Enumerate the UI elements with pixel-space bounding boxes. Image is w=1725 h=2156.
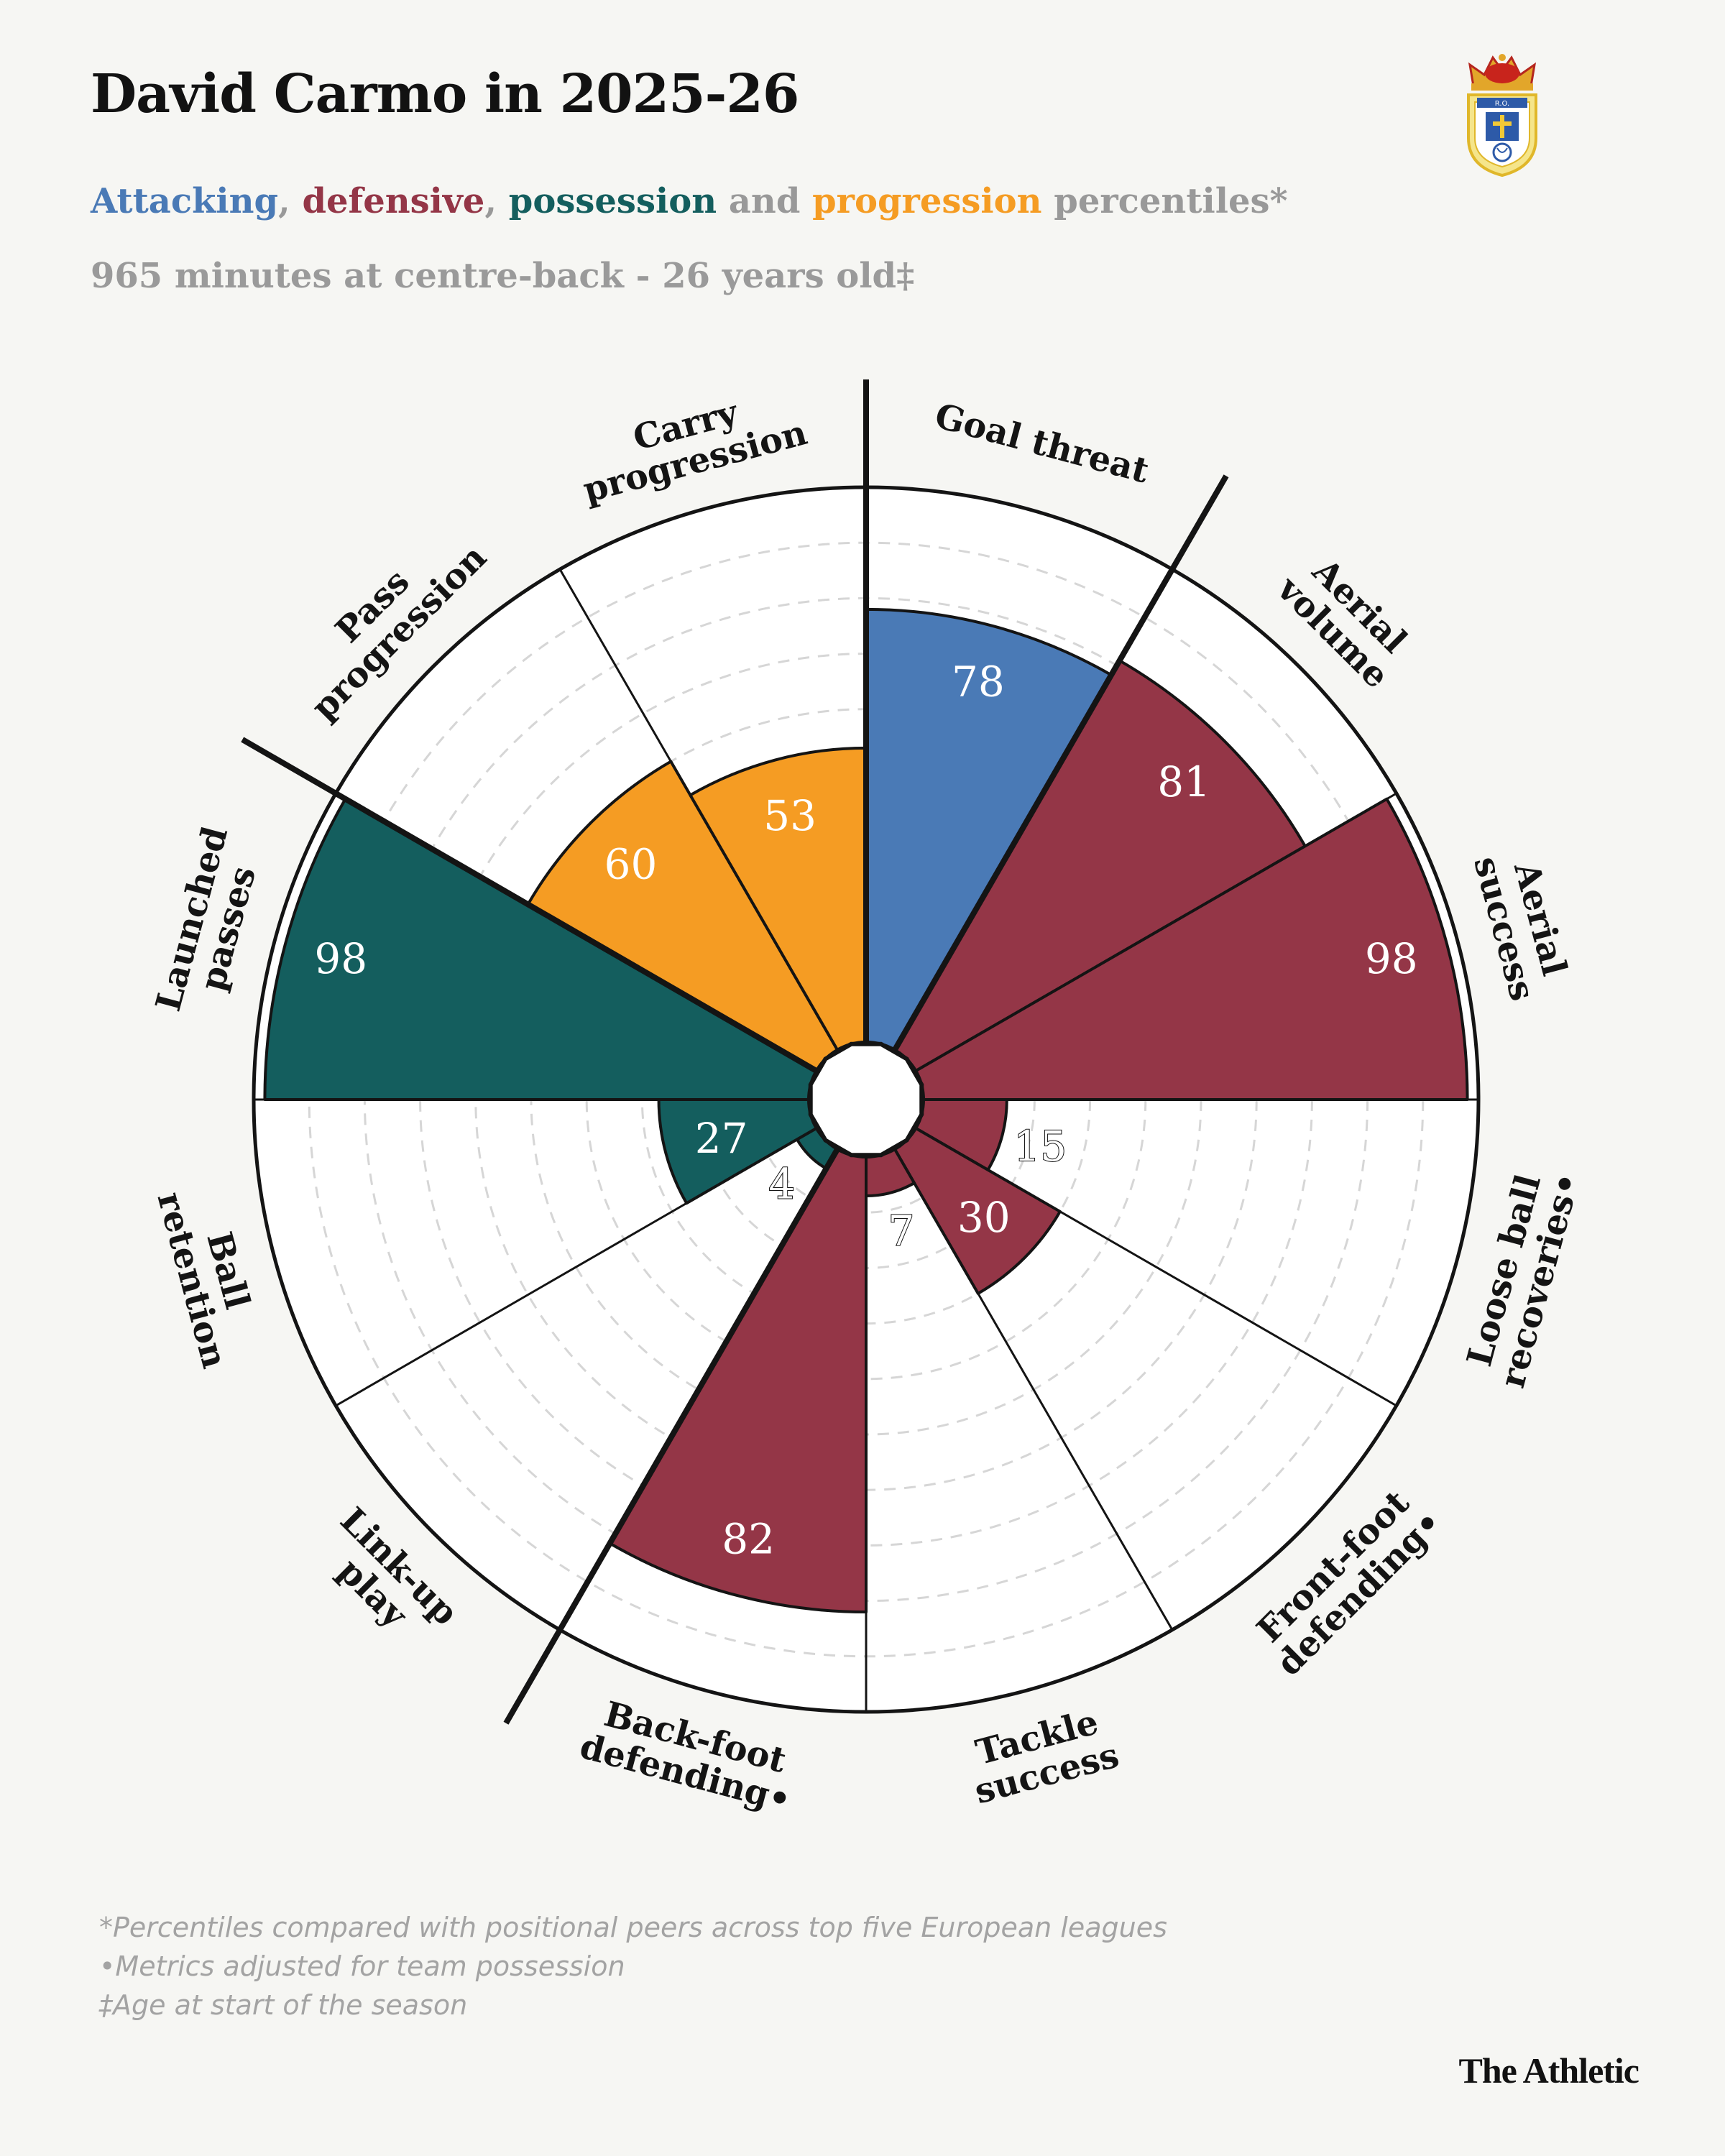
crown-icon — [1468, 54, 1537, 91]
chart-subtitle: Attacking, defensive, possession and pro… — [91, 181, 1288, 221]
value-label: 78 — [952, 657, 1005, 706]
legend-and: and — [717, 181, 813, 221]
brand-logo: The Athletic — [1458, 2050, 1639, 2091]
group-divider — [241, 737, 818, 1074]
metric-label: Launchedpasses — [148, 822, 272, 1025]
crest-text: R.O. — [1495, 100, 1509, 108]
value-label: 53 — [763, 791, 816, 840]
legend-suffix: percentiles* — [1041, 181, 1288, 221]
legend-progression: progression — [812, 181, 1042, 221]
footnote: ‡Age at start of the season — [99, 1989, 468, 2021]
value-label: 27 — [695, 1114, 748, 1163]
value-label: 98 — [1365, 934, 1418, 983]
legend-separator: , — [278, 181, 303, 221]
segment-divider — [893, 1148, 1174, 1631]
value-label: 7 — [888, 1207, 914, 1256]
metric-label: Aerialsuccess — [1466, 842, 1578, 1005]
segment-divider — [915, 1127, 1397, 1407]
value-label: 81 — [1157, 757, 1210, 806]
legend-defensive: defensive — [302, 181, 485, 221]
value-label: 82 — [722, 1514, 775, 1563]
legend-separator: , — [484, 181, 509, 221]
metric-label: Ballretention — [150, 1178, 271, 1372]
segment-divider — [558, 568, 839, 1051]
value-label: 60 — [604, 839, 658, 888]
group-divider — [892, 474, 1229, 1051]
legend-attacking: Attacking — [91, 181, 279, 221]
value-label: 15 — [1013, 1122, 1067, 1171]
chart-title: David Carmo in 2025-26 — [91, 63, 799, 125]
metric-label: Carryprogression — [569, 377, 811, 511]
value-label: 30 — [957, 1193, 1011, 1242]
footnote: *Percentiles compared with positional pe… — [99, 1912, 1167, 1943]
value-label: 4 — [768, 1159, 795, 1208]
legend-possession: possession — [508, 181, 717, 221]
segment-divider — [335, 1127, 817, 1407]
segment-divider — [915, 792, 1397, 1072]
chart-center-hub — [808, 1041, 924, 1158]
value-label: 98 — [314, 934, 367, 983]
metric-label: Loose ballrecoveries• — [1456, 1158, 1588, 1392]
footnotes: *Percentiles compared with positional pe… — [99, 1908, 1167, 2024]
metric-label: Goal threat — [931, 396, 1153, 492]
player-detail: 965 minutes at centre-back - 26 years ol… — [91, 256, 915, 296]
footnote: •Metrics adjusted for team possession — [99, 1950, 625, 1982]
club-crest-logo: R.O. — [1467, 54, 1537, 178]
metric-label: Tacklesuccess — [961, 1699, 1123, 1812]
group-divider — [503, 1148, 840, 1725]
metric-label: Back-footdefending• — [576, 1690, 805, 1821]
